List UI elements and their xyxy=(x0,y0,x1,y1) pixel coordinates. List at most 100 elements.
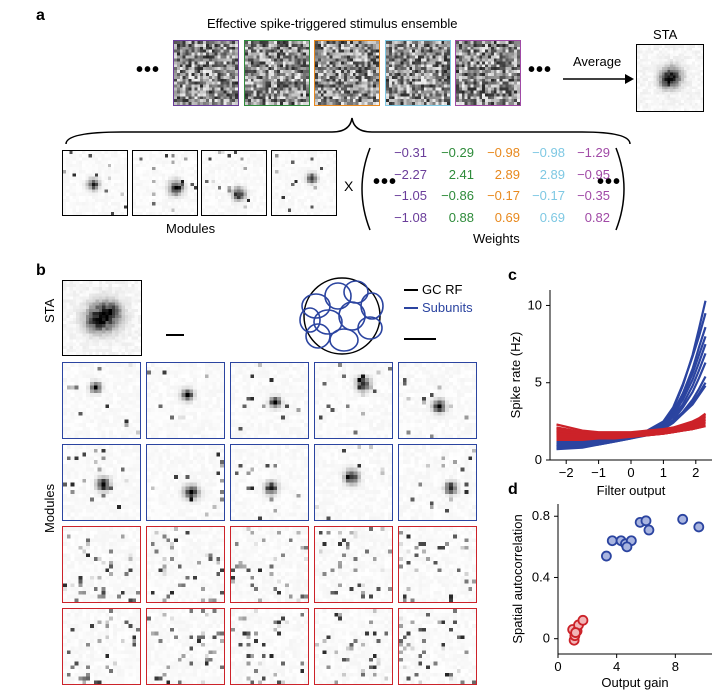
weight-value: −0.95 xyxy=(577,166,610,182)
scale-bar-rf xyxy=(404,338,436,340)
weight-value: −1.29 xyxy=(577,145,610,160)
module-a xyxy=(131,150,198,216)
weight-value: −0.35 xyxy=(577,188,610,203)
average-arrow xyxy=(563,74,634,84)
ellipsis-left: ••• xyxy=(136,59,161,81)
panel-label-d: d xyxy=(508,481,518,498)
module-subunit xyxy=(62,444,141,521)
x-tick-label: 0 xyxy=(627,465,634,480)
times-symbol: X xyxy=(344,178,354,194)
series-line-blue xyxy=(556,300,707,443)
panel-label-a: a xyxy=(36,7,45,24)
ensemble-title: Effective spike-triggered stimulus ensem… xyxy=(207,16,458,31)
y-tick-label: 0 xyxy=(543,631,550,646)
weight-value: −0.98 xyxy=(532,145,565,160)
module-noise xyxy=(146,526,225,603)
y-tick-label: 0.8 xyxy=(532,508,550,523)
y-tick-label: 0 xyxy=(535,452,542,467)
modules-label-b: Modules xyxy=(42,483,57,533)
module-subunit xyxy=(398,362,477,439)
sta-label-a: STA xyxy=(653,27,678,42)
chart-d: 0 4 8 0 0.4 0.8 Output gain Spatial autocorrela… xyxy=(510,504,712,690)
x-tick-label: 2 xyxy=(692,465,699,480)
module-subunit xyxy=(314,444,393,521)
subunit-outline xyxy=(313,309,343,335)
scatter-point-red xyxy=(577,614,589,626)
weight-value: 0.69 xyxy=(494,209,520,225)
subunit-outline xyxy=(357,316,383,340)
weight-value: −1.05 xyxy=(394,188,427,203)
ensemble-frame xyxy=(243,40,310,106)
series-line-red xyxy=(556,412,707,434)
weight-value: −0.17 xyxy=(487,188,520,203)
module-noise xyxy=(314,608,393,685)
scatter-point-blue xyxy=(643,524,655,536)
subunit-outline xyxy=(338,301,366,331)
weight-value: 0.82 xyxy=(584,209,610,225)
scale-bar-sta xyxy=(166,334,184,336)
weight-value: 2.41 xyxy=(448,166,474,182)
weight-value: −1.08 xyxy=(394,209,427,225)
legend-label-subunits: Subunits xyxy=(422,300,473,315)
x-tick-label: 0 xyxy=(554,659,561,674)
modules-label-a: Modules xyxy=(166,221,216,236)
subunit-outline xyxy=(324,282,352,310)
module-subunit xyxy=(146,362,225,439)
module-subunit xyxy=(314,362,393,439)
weight-value: 0.69 xyxy=(539,209,565,225)
module-subunit xyxy=(146,444,225,521)
subunit-outline xyxy=(299,307,321,333)
module-noise xyxy=(146,608,225,685)
weight-value: −0.86 xyxy=(441,188,474,203)
y-axis-label: Spike rate (Hz) xyxy=(508,332,523,419)
series-line-red xyxy=(556,420,706,437)
module-noise xyxy=(62,526,141,603)
weights-parentheses xyxy=(361,147,625,231)
module-noise xyxy=(314,526,393,603)
weight-value: 0.88 xyxy=(448,209,474,225)
y-axis-label: Spatial autocorrelation xyxy=(510,514,525,643)
weight-value: 2.89 xyxy=(494,166,520,182)
module-subunit xyxy=(230,444,309,521)
weight-value: 2.89 xyxy=(539,166,565,182)
subunit-outline xyxy=(343,280,369,304)
legend-swatch-gc xyxy=(404,289,418,291)
x-tick-label: −1 xyxy=(591,465,606,480)
scatter-point-red xyxy=(570,627,581,638)
weight-value: −0.98 xyxy=(487,145,520,160)
scatter-point-blue xyxy=(601,550,612,562)
module-noise xyxy=(230,526,309,603)
module-subunit xyxy=(398,444,477,521)
ensemble-frame xyxy=(173,40,239,106)
ensemble-frame xyxy=(314,40,380,106)
weight-value: −0.31 xyxy=(394,145,427,160)
ensemble-frame xyxy=(384,40,451,106)
module-a xyxy=(270,150,337,216)
module-subunit xyxy=(230,362,309,439)
subunit-outline xyxy=(329,328,359,352)
y-tick-label: 5 xyxy=(535,375,542,390)
panel-label-c: c xyxy=(508,267,517,284)
x-axis-label: Output gain xyxy=(601,675,668,690)
y-tick-label: 0.4 xyxy=(532,569,550,584)
brace xyxy=(65,117,631,145)
panel-label-b: b xyxy=(36,262,46,279)
module-a xyxy=(201,150,267,216)
legend-swatch-subunits xyxy=(404,307,418,309)
scatter-point-blue xyxy=(693,521,705,533)
scatter-point-blue xyxy=(677,513,689,525)
module-noise xyxy=(62,608,141,685)
x-tick-label: −2 xyxy=(559,465,574,480)
legend-label-gc: GC RF xyxy=(422,282,463,297)
module-noise xyxy=(398,526,477,603)
ensemble-frame xyxy=(455,40,521,106)
series-line-red xyxy=(556,424,706,441)
y-tick-label: 10 xyxy=(528,297,542,312)
subunit-outline xyxy=(305,323,331,349)
average-label: Average xyxy=(573,54,622,69)
weights-label: Weights xyxy=(473,231,520,246)
x-tick-label: 4 xyxy=(613,659,620,674)
weights-ellipsis-left: ••• xyxy=(373,171,398,193)
subunit-diagram xyxy=(299,277,384,355)
sta-image-b xyxy=(62,280,142,356)
